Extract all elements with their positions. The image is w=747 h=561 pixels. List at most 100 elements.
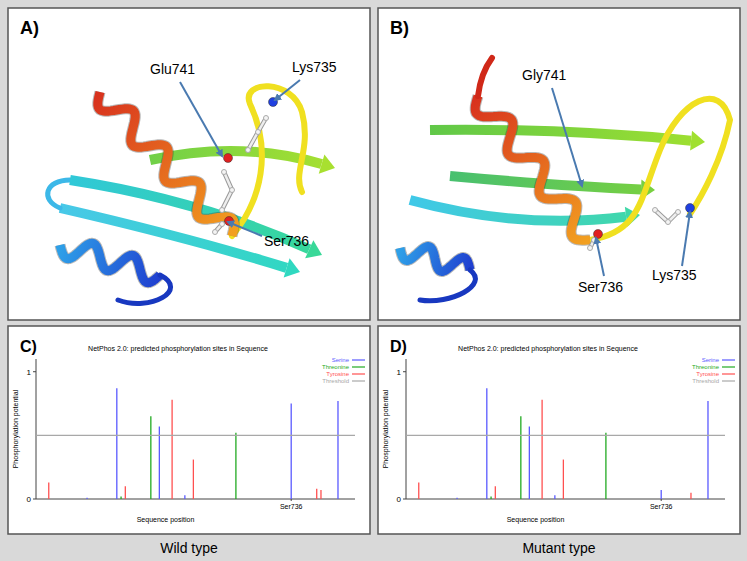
- site-bar: [418, 482, 419, 499]
- legend-swatch: [722, 366, 735, 367]
- threshold-line: [36, 435, 355, 436]
- x-tick-label: Ser736: [650, 503, 673, 510]
- strand: [70, 180, 309, 249]
- x-axis: [406, 499, 725, 500]
- strand-arrow: [690, 131, 705, 151]
- legend-label: Threonine: [692, 364, 720, 370]
- atom: [213, 230, 218, 235]
- x-axis-label: Sequence position: [137, 516, 195, 524]
- site-bar: [661, 490, 662, 499]
- site-bar: [456, 498, 457, 499]
- pointer-arrow: [552, 88, 582, 186]
- residue-label: Gly741: [522, 67, 567, 83]
- site-bar: [529, 426, 530, 499]
- pointer-arrow: [275, 80, 300, 100]
- panel-label: B): [390, 18, 409, 38]
- helix: [400, 247, 470, 272]
- site-bar: [193, 460, 194, 499]
- y-tick: [403, 371, 406, 372]
- site-bar: [541, 400, 542, 499]
- site-bar: [707, 401, 708, 499]
- site-bar: [486, 388, 487, 499]
- caption: Wild type: [160, 540, 218, 556]
- pointer-arrow: [180, 82, 222, 156]
- residue-label: Ser736: [264, 233, 309, 249]
- site-bar: [48, 482, 49, 499]
- helix-shadow: [400, 247, 470, 272]
- helix-shadow: [60, 243, 160, 282]
- legend-swatch: [352, 380, 365, 381]
- legend-label: Serine: [332, 357, 350, 363]
- legend-label: Tyrosine: [696, 371, 719, 377]
- y-axis: [36, 359, 37, 499]
- site-bar: [184, 495, 185, 499]
- atom: [686, 204, 695, 213]
- site-bar: [563, 460, 564, 499]
- netphos-chart: D)NetPhos 2.0: predicted phosphorylation…: [378, 326, 740, 556]
- site-bar: [116, 388, 117, 499]
- site-bar: [171, 400, 172, 499]
- legend-swatch: [722, 359, 735, 360]
- site-bar: [554, 495, 555, 499]
- caption: Mutant type: [522, 540, 595, 556]
- y-axis-label: Phosphorylation potential: [12, 389, 20, 468]
- side-chain: [248, 118, 266, 150]
- panel-label: C): [20, 338, 37, 355]
- y-tick: [403, 499, 406, 500]
- ribbon: [400, 58, 730, 301]
- panel-frame: [8, 8, 370, 320]
- atom: [594, 230, 603, 239]
- chart-title: NetPhos 2.0: predicted phosphorylation s…: [88, 345, 268, 353]
- legend-label: Serine: [702, 357, 720, 363]
- site-bar: [495, 486, 496, 499]
- atom: [676, 210, 681, 215]
- site-bar: [316, 489, 317, 499]
- x-axis: [36, 499, 355, 500]
- threshold-line: [406, 435, 725, 436]
- background: [0, 0, 747, 561]
- legend-label: Threshold: [322, 378, 349, 384]
- site-bar: [291, 404, 292, 499]
- legend-swatch: [352, 359, 365, 360]
- legend-label: Tyrosine: [326, 371, 349, 377]
- legend-label: Threshold: [692, 378, 719, 384]
- atom: [246, 148, 251, 153]
- residue-label: Glu741: [150, 61, 195, 77]
- netphos-chart: C) NetPhos 2.0: predicted phosphorylation…: [8, 326, 370, 556]
- site-bar: [605, 433, 606, 499]
- structure-panel: A)Glu741Lys735Ser736: [8, 8, 370, 320]
- atom: [256, 130, 261, 135]
- loop: [118, 275, 171, 303]
- atom: [666, 220, 671, 225]
- ribbon: [48, 86, 335, 303]
- loop: [478, 58, 492, 96]
- panel-frame: [378, 326, 740, 534]
- x-tick-label: Ser736: [280, 503, 303, 510]
- panel-label: A): [20, 18, 39, 38]
- site-bar: [490, 496, 491, 499]
- x-axis-label: Sequence position: [507, 516, 565, 524]
- helix-shadow: [475, 96, 590, 240]
- site-bar: [337, 401, 338, 499]
- site-bar: [520, 416, 521, 499]
- legend-swatch: [722, 373, 735, 374]
- residue-label: Ser736: [578, 279, 623, 295]
- helix: [98, 92, 234, 236]
- loop: [232, 86, 305, 236]
- y-axis-label: Phosphorylation potential: [382, 389, 390, 468]
- structure-panel: B) Gly741 Ser736 Lys735: [378, 8, 740, 320]
- y-tick-label: 1: [397, 368, 402, 377]
- site-bar: [150, 416, 151, 499]
- site-bar: [690, 493, 691, 499]
- marks: [36, 388, 355, 499]
- chart-title: NetPhos 2.0: predicted phosphorylation s…: [458, 345, 638, 353]
- marks: [406, 388, 725, 499]
- residue-label: Lys735: [652, 267, 697, 283]
- site-bar: [235, 433, 236, 499]
- legend-swatch: [352, 366, 365, 367]
- helix: [60, 243, 160, 282]
- site-bar: [86, 498, 87, 499]
- pointer-arrow: [228, 222, 262, 236]
- strand: [60, 208, 287, 268]
- legend-swatch: [722, 380, 735, 381]
